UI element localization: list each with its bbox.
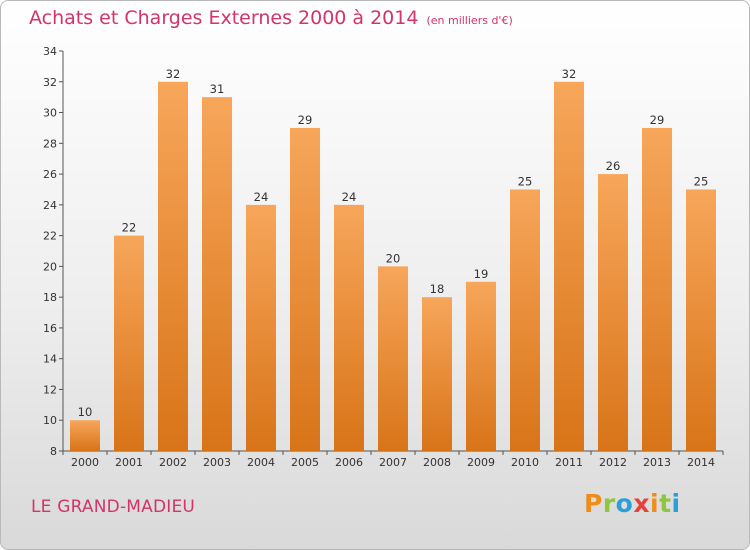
data-label: 10 bbox=[78, 405, 93, 419]
x-tick-label: 2014 bbox=[687, 456, 715, 469]
y-tick-label: 20 bbox=[43, 260, 57, 273]
bar bbox=[422, 297, 452, 451]
y-tick-label: 30 bbox=[43, 107, 57, 120]
bar bbox=[642, 127, 672, 451]
x-tick-label: 2012 bbox=[599, 456, 627, 469]
y-tick-label: 12 bbox=[43, 383, 57, 396]
data-label: 24 bbox=[254, 190, 269, 204]
x-tick-label: 2008 bbox=[423, 456, 451, 469]
bar bbox=[246, 204, 276, 451]
data-label: 22 bbox=[122, 221, 137, 235]
bar bbox=[598, 174, 628, 452]
bar bbox=[466, 281, 496, 451]
data-label: 31 bbox=[210, 82, 225, 96]
x-tick-label: 2001 bbox=[115, 456, 143, 469]
y-tick-label: 28 bbox=[43, 137, 57, 150]
bar bbox=[554, 81, 584, 452]
data-label: 24 bbox=[342, 190, 357, 204]
x-tick-label: 2003 bbox=[203, 456, 231, 469]
bar bbox=[334, 204, 364, 451]
logo-letter: i bbox=[671, 489, 681, 518]
data-label: 29 bbox=[298, 113, 313, 127]
bar bbox=[378, 266, 408, 451]
x-tick-label: 2002 bbox=[159, 456, 187, 469]
x-tick-label: 2004 bbox=[247, 456, 275, 469]
x-tick-label: 2000 bbox=[71, 456, 99, 469]
bar bbox=[510, 189, 540, 451]
data-label: 32 bbox=[562, 67, 577, 81]
chart-bars bbox=[70, 81, 716, 452]
data-label: 29 bbox=[650, 113, 665, 127]
bar bbox=[114, 235, 144, 451]
y-tick-label: 34 bbox=[43, 45, 57, 58]
x-tick-label: 2011 bbox=[555, 456, 583, 469]
logo-letter: i bbox=[650, 489, 660, 518]
data-label: 26 bbox=[606, 159, 621, 173]
bar bbox=[70, 420, 100, 451]
y-tick-label: 14 bbox=[43, 353, 57, 366]
y-tick-label: 32 bbox=[43, 76, 57, 89]
chart-title: Achats et Charges Externes 2000 à 2014 (e… bbox=[29, 7, 513, 29]
y-tick-label: 22 bbox=[43, 230, 57, 243]
data-label: 20 bbox=[386, 251, 401, 265]
logo-letter: P bbox=[584, 489, 603, 518]
y-tick-label: 18 bbox=[43, 291, 57, 304]
bar bbox=[686, 189, 716, 451]
data-label: 25 bbox=[694, 174, 709, 188]
data-label: 18 bbox=[430, 282, 445, 296]
x-tick-label: 2010 bbox=[511, 456, 539, 469]
bar bbox=[158, 81, 188, 452]
x-tick-label: 2007 bbox=[379, 456, 407, 469]
data-label: 25 bbox=[518, 174, 533, 188]
chart-labels: 2000 10 2001 22 2002 32 2003 31 2004 24 2005 29 2006… bbox=[71, 67, 715, 469]
bar bbox=[202, 97, 232, 452]
logo-letter: x bbox=[633, 489, 650, 518]
y-tick-label: 10 bbox=[43, 414, 57, 427]
y-tick-label: 16 bbox=[43, 322, 57, 335]
bar bbox=[290, 127, 320, 451]
y-tick-label: 8 bbox=[50, 445, 57, 458]
x-tick-label: 2006 bbox=[335, 456, 363, 469]
logo-letter: r bbox=[602, 489, 616, 518]
location-label: LE GRAND-MADIEU bbox=[31, 497, 196, 517]
x-tick-label: 2013 bbox=[643, 456, 671, 469]
x-tick-label: 2009 bbox=[467, 456, 495, 469]
logo-letter: t bbox=[659, 489, 672, 518]
y-tick-label: 26 bbox=[43, 168, 57, 181]
data-label: 32 bbox=[166, 67, 181, 81]
chart-subtitle: (en milliers d'€) bbox=[426, 14, 513, 27]
chart-title-text: Achats et Charges Externes 2000 à 2014 bbox=[29, 7, 419, 29]
x-tick-label: 2005 bbox=[291, 456, 319, 469]
y-tick-label: 24 bbox=[43, 199, 57, 212]
data-label: 19 bbox=[474, 267, 489, 281]
proxiti-logo: Proxiti bbox=[584, 489, 681, 518]
logo-letter: o bbox=[615, 489, 634, 518]
